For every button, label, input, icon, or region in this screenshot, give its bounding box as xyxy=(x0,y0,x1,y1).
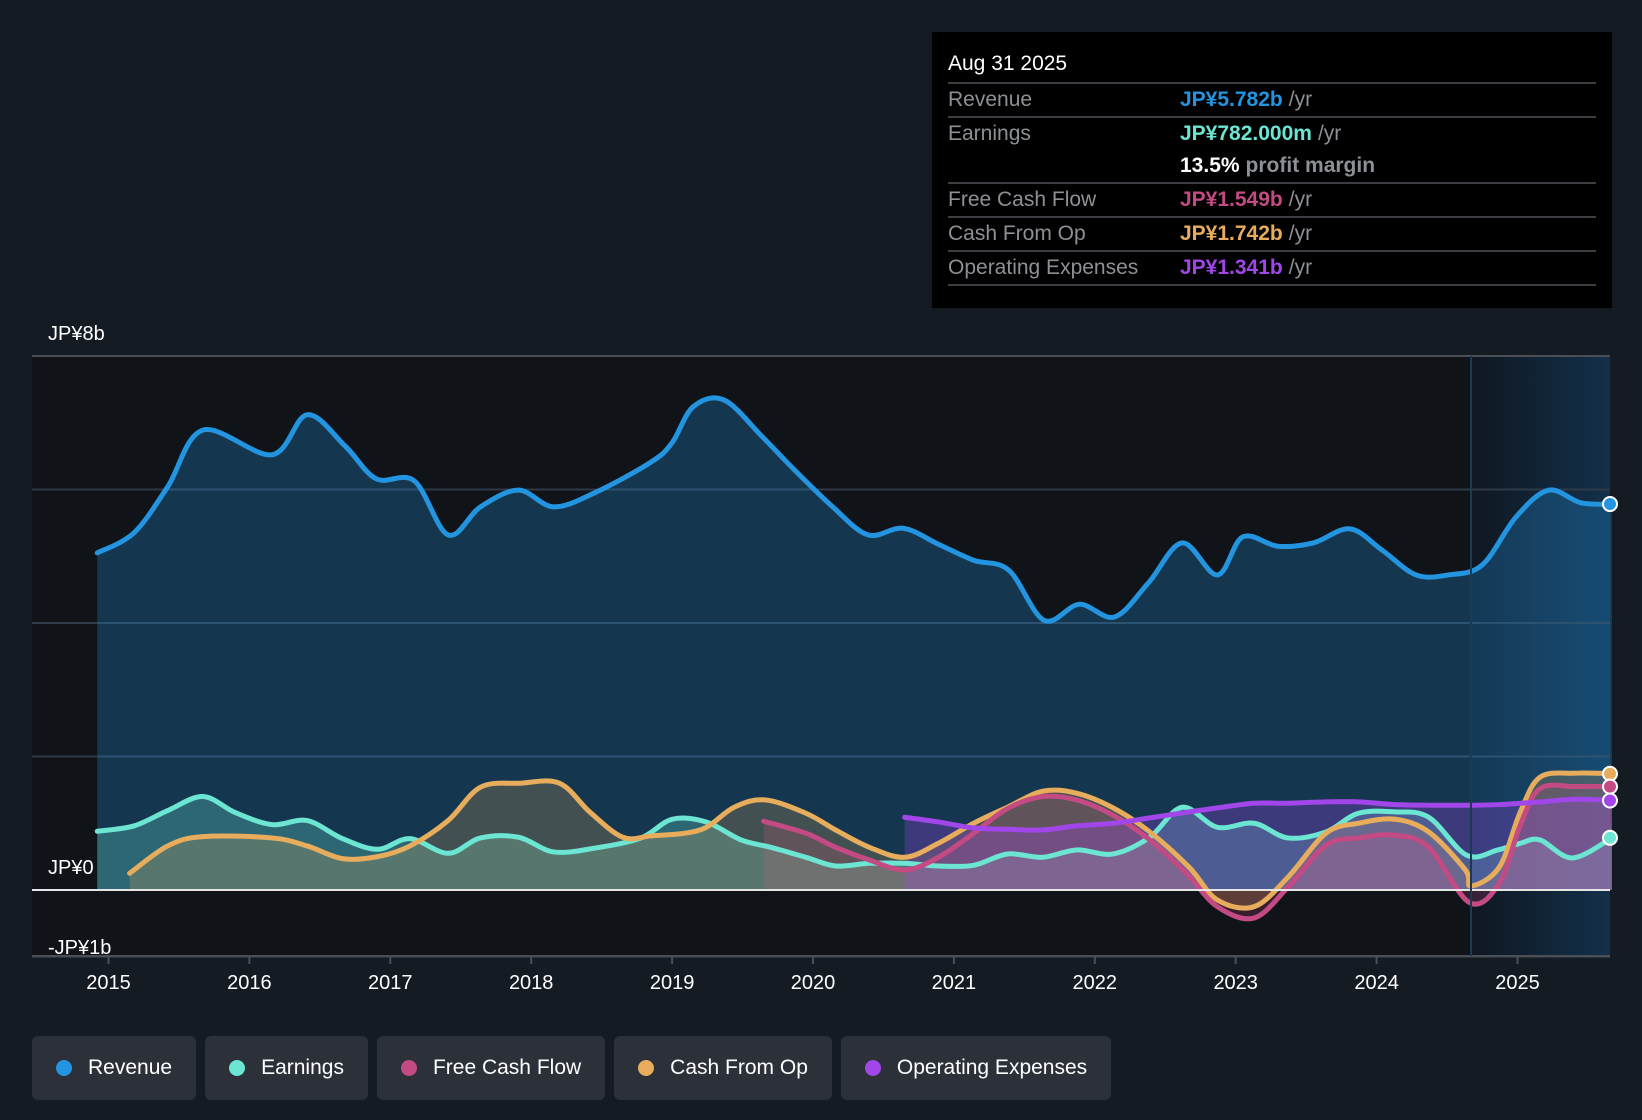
x-tick-label: 2025 xyxy=(1495,972,1540,994)
line-earnings xyxy=(94,794,1615,870)
series-areas xyxy=(97,397,1612,919)
forecast-highlight-region xyxy=(1471,356,1610,956)
end-dot-earnings xyxy=(1602,829,1618,846)
legend-item-operating-expenses[interactable]: Operating Expenses xyxy=(840,1036,1112,1100)
legend-item-earnings[interactable]: Earnings xyxy=(205,1036,368,1100)
y-tick-label: -JP¥1b xyxy=(48,937,111,959)
tooltip-label: Revenue xyxy=(948,88,1033,111)
tooltip-label: Operating Expenses xyxy=(948,256,1139,279)
legend-item-revenue[interactable]: Revenue xyxy=(32,1036,197,1100)
tooltip-label: Free Cash Flow xyxy=(948,188,1097,211)
tooltip-row-profit-margin: 13.5% profit margin xyxy=(948,150,1596,184)
y-tick-label: JP¥8b xyxy=(48,323,105,345)
legend-dot-icon xyxy=(229,1060,246,1076)
x-axis-ticks: 2015 2016 2017 2018 2019 2020 2021 2022 2023 2024… xyxy=(86,956,1540,994)
legend-dot-icon xyxy=(864,1060,881,1076)
tooltip-unit: /yr xyxy=(1288,222,1313,245)
tooltip-row-operating-expenses: Operating Expenses JP¥1.341b /yr xyxy=(948,252,1596,286)
x-tick-label: 2021 xyxy=(932,972,977,994)
series-lines xyxy=(94,395,1615,922)
legend-dot-icon xyxy=(400,1060,417,1076)
legend: Revenue Earnings Free Cash Flow Cash Fro… xyxy=(32,1036,1112,1100)
series-end-markers xyxy=(1602,496,1618,846)
x-tick-label: 2016 xyxy=(227,972,272,994)
tooltip-value: JP¥1.341b xyxy=(1180,256,1283,279)
tooltip-label: Cash From Op xyxy=(948,222,1086,245)
area-cash-from-op xyxy=(129,772,1612,909)
x-tick-label: 2022 xyxy=(1073,972,1118,994)
area-free-cash-flow xyxy=(763,785,1612,919)
y-axis-labels: JP¥8b JP¥0 -JP¥1b xyxy=(48,323,111,959)
line-free-cash-flow xyxy=(761,782,1615,922)
plot-background xyxy=(32,356,1610,956)
tooltip-value: JP¥5.782b xyxy=(1180,88,1283,111)
tooltip-label xyxy=(948,150,1180,182)
tooltip-unit: /yr xyxy=(1317,122,1342,145)
x-tick-label: 2020 xyxy=(791,972,836,994)
x-tick-label: 2015 xyxy=(86,972,131,994)
line-revenue xyxy=(94,395,1615,624)
area-earnings xyxy=(97,796,1612,890)
tooltip-label: Earnings xyxy=(948,122,1031,145)
tooltip-unit: /yr xyxy=(1288,88,1313,111)
tooltip-unit: /yr xyxy=(1288,256,1313,279)
x-tick-label: 2024 xyxy=(1354,972,1399,994)
profit-margin-label: profit margin xyxy=(1245,154,1376,177)
legend-item-free-cash-flow[interactable]: Free Cash Flow xyxy=(376,1036,606,1100)
area-revenue xyxy=(97,397,1612,890)
end-dot-revenue xyxy=(1602,496,1618,513)
tooltip-value: JP¥1.742b xyxy=(1180,222,1283,245)
tooltip-unit: /yr xyxy=(1288,188,1313,211)
tooltip-row-cash-from-op: Cash From Op JP¥1.742b /yr xyxy=(948,218,1596,252)
legend-label: Free Cash Flow xyxy=(432,1056,582,1079)
tooltip-row-free-cash-flow: Free Cash Flow JP¥1.549b /yr xyxy=(948,184,1596,218)
x-tick-label: 2023 xyxy=(1213,972,1258,994)
line-cash-from-op xyxy=(127,770,1615,911)
line-operating-expenses xyxy=(902,796,1615,833)
y-tick-label: JP¥0 xyxy=(48,857,94,879)
chart: 2015 2016 2017 2018 2019 2020 2021 2022 2023 2024… xyxy=(32,323,1618,994)
x-tick-label: 2017 xyxy=(368,972,413,994)
legend-item-cash-from-op[interactable]: Cash From Op xyxy=(614,1036,832,1100)
tooltip-row-revenue: Revenue JP¥5.782b /yr xyxy=(948,84,1596,118)
tooltip-value: JP¥782.000m xyxy=(1180,122,1312,145)
end-dot-operating-expenses xyxy=(1602,792,1618,809)
legend-dot-icon xyxy=(638,1060,655,1076)
legend-label: Operating Expenses xyxy=(896,1056,1088,1079)
tooltip-panel: Aug 31 2025 Revenue JP¥5.782b /yr Earnin… xyxy=(932,32,1612,308)
tooltip-value: JP¥1.549b xyxy=(1180,188,1283,211)
profit-margin-value: 13.5% xyxy=(1180,154,1240,177)
x-tick-label: 2019 xyxy=(650,972,695,994)
legend-label: Earnings xyxy=(261,1056,344,1079)
tooltip-row-earnings: Earnings JP¥782.000m /yr xyxy=(948,118,1596,150)
legend-label: Revenue xyxy=(88,1056,173,1079)
end-dot-free-cash-flow xyxy=(1602,778,1618,795)
legend-label: Cash From Op xyxy=(670,1056,808,1079)
x-tick-label: 2018 xyxy=(509,972,554,994)
tooltip-date: Aug 31 2025 xyxy=(948,46,1596,84)
legend-dot-icon xyxy=(56,1060,72,1076)
